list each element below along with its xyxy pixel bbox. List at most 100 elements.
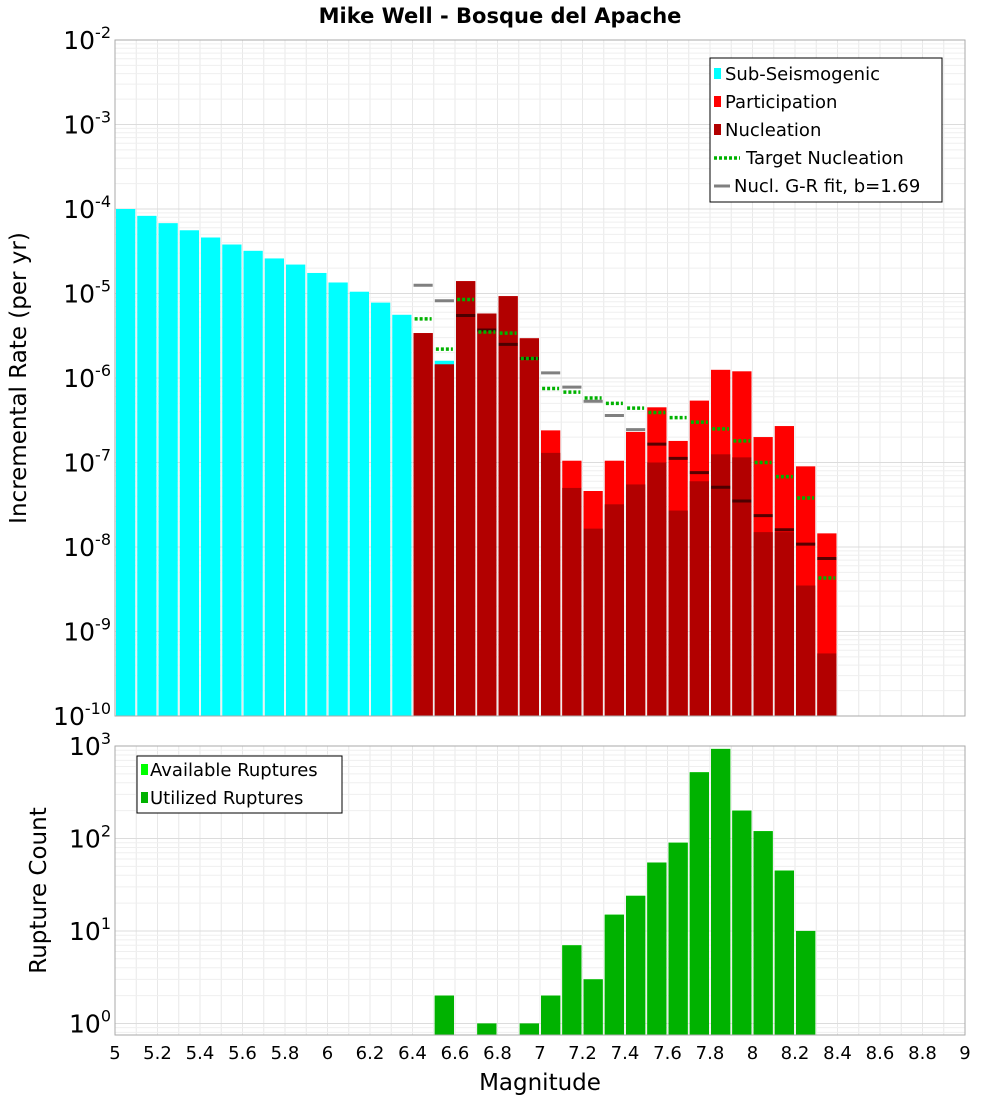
x-tick-label: 7.6 xyxy=(653,1043,682,1064)
sub-seismogenic-bar xyxy=(264,258,284,716)
utilized-ruptures-bar xyxy=(583,979,603,1035)
count-plot-x-ticks: 5 5.2 5.4 5.6 5.8 6 6.2 6.4 6.6 6.8 7 7.2 7.4 7.6 7.8 8… xyxy=(109,1043,970,1064)
x-tick-label: 8 xyxy=(747,1043,758,1064)
sub-seismogenic-bar xyxy=(371,302,391,716)
x-tick-label: 8.4 xyxy=(823,1043,852,1064)
sub-seismogenic-bar xyxy=(201,237,221,717)
sub-seismogenic-bar xyxy=(116,209,136,716)
y-tick-label: 10-10 xyxy=(53,699,111,731)
chart-title: Mike Well - Bosque del Apache xyxy=(319,4,682,28)
y-tick-label: 10-5 xyxy=(63,277,111,309)
legend-label: Utilized Ruptures xyxy=(150,788,303,809)
rate-plot: 10-10 10-9 10-8 10-7 10-6 10-5 10-4 10-3 10-2 In… xyxy=(6,23,966,731)
utilized-ruptures-bar xyxy=(434,995,454,1035)
legend-swatch xyxy=(714,96,721,107)
nucleation-bar xyxy=(519,338,539,716)
x-tick-label: 6 xyxy=(322,1043,333,1064)
nucleation-bar xyxy=(711,454,731,716)
count-plot-y-label: Rupture Count xyxy=(26,807,52,973)
utilized-ruptures-bar xyxy=(562,945,582,1035)
x-tick-label: 5 xyxy=(109,1043,120,1064)
sub-seismogenic-bar xyxy=(349,291,369,716)
y-tick-label: 10-2 xyxy=(63,23,111,55)
y-tick-label: 103 xyxy=(69,729,111,761)
utilized-ruptures-bar xyxy=(689,772,709,1035)
count-plot-y-ticks: 100 101 102 103 xyxy=(69,729,111,1038)
nucleation-bar xyxy=(477,313,497,716)
y-tick-label: 10-4 xyxy=(63,192,111,224)
utilized-ruptures-bar xyxy=(732,810,752,1035)
y-tick-label: 10-7 xyxy=(63,446,111,478)
nucleation-bar xyxy=(456,281,476,716)
nucleation-bar xyxy=(562,487,582,716)
nucleation-bar xyxy=(541,452,561,716)
rate-plot-y-label: Incremental Rate (per yr) xyxy=(6,232,32,524)
utilized-ruptures-bar xyxy=(647,862,667,1035)
y-tick-label: 10-9 xyxy=(63,615,111,647)
x-tick-label: 5.8 xyxy=(271,1043,300,1064)
legend-label: Participation xyxy=(725,92,837,113)
x-tick-label: 9 xyxy=(959,1043,970,1064)
sub-seismogenic-bar xyxy=(286,264,306,716)
rate-plot-bars xyxy=(116,209,837,717)
utilized-ruptures-bar xyxy=(711,748,731,1035)
utilized-ruptures-bar xyxy=(668,842,688,1035)
nucleation-bar xyxy=(583,528,603,716)
x-tick-label: 5.2 xyxy=(143,1043,172,1064)
x-tick-label: 8.8 xyxy=(908,1043,937,1064)
x-tick-label: 6.2 xyxy=(356,1043,385,1064)
nucleation-bar xyxy=(796,585,816,716)
utilized-ruptures-bar xyxy=(477,1023,497,1035)
y-tick-label: 10-6 xyxy=(63,361,111,393)
y-tick-label: 102 xyxy=(69,821,111,853)
x-tick-label: 6.6 xyxy=(441,1043,470,1064)
utilized-ruptures-bar xyxy=(753,831,773,1035)
legend-label: Target Nucleation xyxy=(745,148,904,169)
legend-label: Nucl. G-R fit, b=1.69 xyxy=(734,176,920,197)
utilized-ruptures-bar xyxy=(519,1023,539,1035)
nucleation-bar xyxy=(774,532,794,716)
sub-seismogenic-bar xyxy=(307,272,327,716)
y-tick-label: 101 xyxy=(69,914,111,946)
legend-swatch xyxy=(141,792,148,803)
count-plot-legend: Available Ruptures Utilized Ruptures xyxy=(136,755,343,814)
rate-plot-legend: Sub-Seismogenic Participation Nucleation Ta… xyxy=(709,57,943,203)
x-tick-label: 7.8 xyxy=(696,1043,725,1064)
utilized-ruptures-bar xyxy=(626,895,646,1035)
utilized-ruptures-bar xyxy=(541,995,561,1035)
legend-swatch xyxy=(714,68,721,79)
sub-seismogenic-bar xyxy=(137,215,157,717)
x-tick-label: 7.4 xyxy=(611,1043,640,1064)
x-tick-label: 7.2 xyxy=(568,1043,597,1064)
sub-seismogenic-bar xyxy=(392,314,412,716)
x-tick-label: 5.6 xyxy=(228,1043,257,1064)
rate-plot-y-ticks: 10-10 10-9 10-8 10-7 10-6 10-5 10-4 10-3 10-2 xyxy=(53,23,111,731)
nucleation-bar xyxy=(434,364,454,716)
nucleation-bar xyxy=(647,462,667,716)
y-tick-label: 10-3 xyxy=(63,108,111,140)
nucleation-bar xyxy=(753,532,773,716)
x-tick-label: 8.6 xyxy=(866,1043,895,1064)
legend-box xyxy=(136,755,343,814)
legend-label: Sub-Seismogenic xyxy=(725,64,880,85)
sub-seismogenic-bar xyxy=(179,230,199,716)
nucleation-bar xyxy=(413,333,433,716)
y-tick-label: 100 xyxy=(69,1006,111,1038)
sub-seismogenic-bar xyxy=(243,250,263,716)
x-tick-label: 6.4 xyxy=(398,1043,427,1064)
legend-label: Nucleation xyxy=(725,120,821,141)
count-plot: 100 101 102 103 5 5.2 5.4 5.6 5.8 6 6.2 6.4 6.6 6.8 7… xyxy=(26,729,971,1096)
nucleation-bar xyxy=(498,296,518,716)
nucleation-bar xyxy=(626,484,646,716)
legend-swatch xyxy=(714,124,721,135)
legend-box xyxy=(709,57,943,203)
x-tick-label: 5.4 xyxy=(186,1043,215,1064)
count-plot-bars xyxy=(434,748,816,1035)
legend-swatch xyxy=(141,764,148,775)
x-tick-label: 6.8 xyxy=(483,1043,512,1064)
rate-plot-lines xyxy=(413,283,837,580)
sub-seismogenic-bar xyxy=(328,282,348,716)
nucleation-bar xyxy=(732,457,752,716)
legend-label: Available Ruptures xyxy=(150,760,318,781)
